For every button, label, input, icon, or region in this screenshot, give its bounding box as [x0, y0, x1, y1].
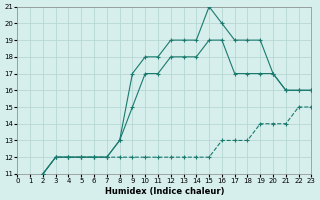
X-axis label: Humidex (Indice chaleur): Humidex (Indice chaleur)	[105, 187, 224, 196]
